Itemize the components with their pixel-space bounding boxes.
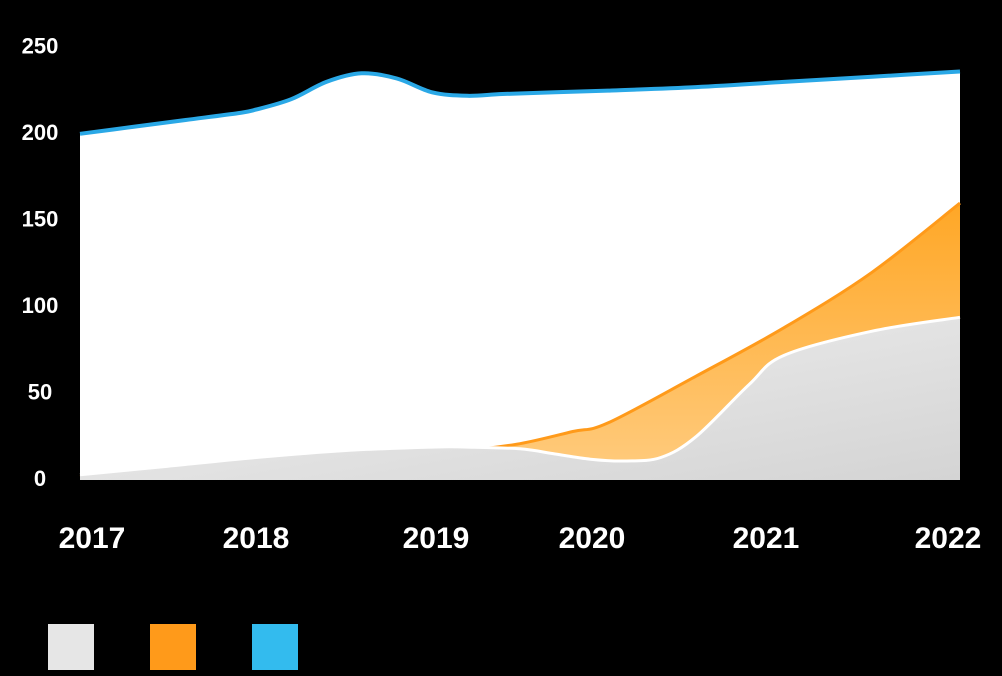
y-tick-label: 250 <box>22 33 59 58</box>
legend-item-gray <box>48 624 116 670</box>
x-tick-label: 2018 <box>223 522 290 555</box>
y-axis: 0 50 100 150 200 250 <box>22 33 59 491</box>
legend-swatch-blue <box>252 624 298 670</box>
y-tick-label: 0 <box>34 466 46 491</box>
series-line-gray <box>79 315 961 477</box>
legend <box>48 624 988 670</box>
y-tick-label: 50 <box>28 379 52 404</box>
area-gray <box>80 317 960 480</box>
chart-areas <box>79 69 961 480</box>
legend-item-orange <box>150 624 218 670</box>
y-tick-label: 150 <box>22 206 59 231</box>
x-tick-label: 2017 <box>59 522 126 555</box>
series-line-blue <box>79 69 961 136</box>
x-tick-label: 2022 <box>915 522 982 555</box>
x-axis: 2017 2018 2019 2020 2021 2022 <box>59 522 982 555</box>
x-tick-label: 2019 <box>403 522 470 555</box>
legend-item-blue <box>252 624 320 670</box>
legend-swatch-orange <box>150 624 196 670</box>
x-tick-label: 2020 <box>559 522 626 555</box>
y-tick-label: 200 <box>22 120 59 145</box>
x-tick-label: 2021 <box>733 522 800 555</box>
y-tick-label: 100 <box>22 293 59 318</box>
legend-swatch-gray <box>48 624 94 670</box>
